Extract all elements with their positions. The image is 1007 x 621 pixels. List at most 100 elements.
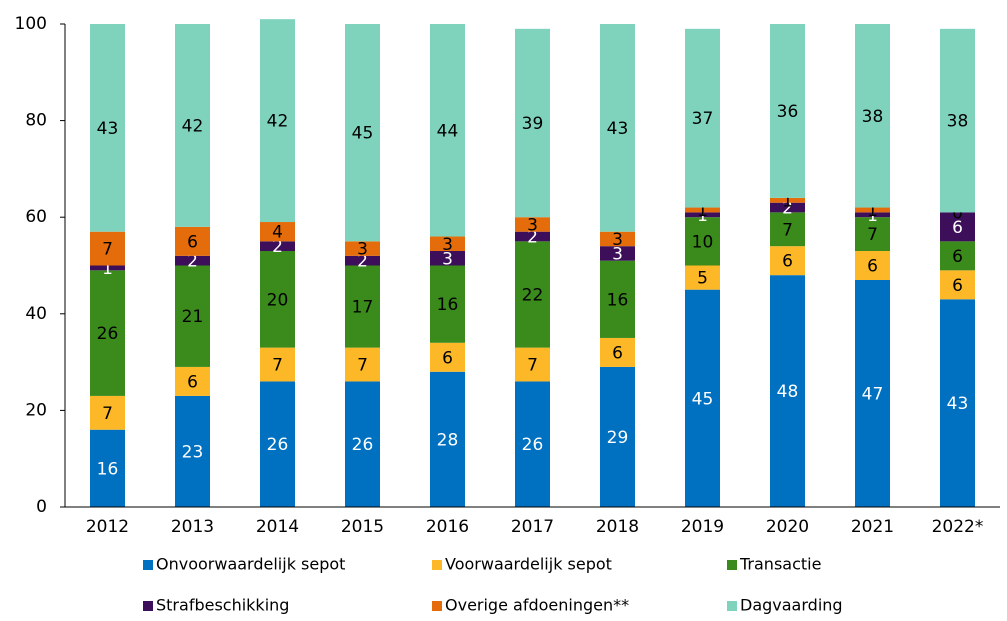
x-tick-label: 2015 [341, 517, 384, 537]
legend-label: Onvoorwaardelijk sepot [156, 555, 345, 574]
bar-segment [685, 289, 720, 507]
bar-segment [770, 202, 805, 213]
data-label: 4 [272, 223, 283, 243]
bar-segment [855, 279, 890, 507]
data-label: 36 [777, 102, 799, 122]
data-label: 3 [442, 235, 453, 255]
data-label: 39 [522, 114, 544, 134]
legend-label: Transactie [739, 555, 821, 574]
data-label: 7 [102, 404, 113, 424]
data-label: 2 [782, 199, 793, 219]
bar-segment [430, 24, 465, 237]
bar-segment [515, 381, 550, 507]
data-label: 3 [612, 244, 623, 264]
data-label: 7 [272, 356, 283, 376]
data-label: 0 [952, 203, 963, 223]
data-label: 1 [782, 191, 793, 211]
legend-swatch [727, 560, 737, 570]
bar-segment [515, 241, 550, 348]
x-tick-label: 2019 [681, 517, 724, 537]
y-tick-label: 100 [15, 14, 47, 34]
data-label: 2 [357, 252, 368, 272]
bar-segment [940, 212, 975, 242]
y-tick-label: 20 [25, 400, 47, 420]
legend-swatch [143, 601, 153, 611]
bar-segment [260, 222, 295, 242]
bar-segment [685, 212, 720, 218]
bar-segment [600, 231, 635, 247]
legend-swatch [143, 560, 153, 570]
bar-segment [940, 270, 975, 300]
data-label: 16 [437, 295, 459, 315]
data-label: 44 [437, 121, 459, 141]
data-label: 38 [862, 107, 884, 127]
bar-segment [430, 265, 465, 343]
bar-segment [90, 265, 125, 271]
data-label: 16 [97, 459, 119, 479]
x-tick-label: 2020 [766, 517, 809, 537]
bar-segment [90, 24, 125, 232]
legend-swatch [727, 601, 737, 611]
bar-segment [600, 246, 635, 261]
data-label: 47 [862, 384, 884, 404]
bar-segment [175, 226, 210, 256]
bar-segment [345, 24, 380, 242]
data-label: 2 [527, 228, 538, 248]
bar-segment [90, 231, 125, 266]
data-label: 1 [697, 201, 708, 221]
bar-segment [175, 395, 210, 507]
bar-segment [175, 366, 210, 396]
data-label: 6 [612, 343, 623, 363]
x-tick-label: 2013 [171, 517, 214, 537]
bar-segment [430, 371, 465, 507]
data-label: 29 [607, 428, 629, 448]
bar-segment [260, 347, 295, 382]
bar-segment [855, 251, 890, 280]
bar-segment [260, 251, 295, 348]
data-label: 45 [692, 389, 714, 409]
bar-segment [515, 231, 550, 242]
data-label: 45 [352, 124, 374, 144]
data-label: 43 [607, 119, 629, 139]
data-label: 26 [352, 435, 374, 455]
x-tick-label: 2017 [511, 517, 554, 537]
legend-label: Voorwaardelijk sepot [445, 555, 612, 574]
data-label: 6 [867, 257, 878, 277]
data-label: 43 [97, 119, 119, 139]
bar-segment [770, 212, 805, 247]
bar-segment [90, 270, 125, 396]
data-label: 6 [442, 348, 453, 368]
bar-segment [770, 246, 805, 276]
bar-segment [345, 255, 380, 266]
data-label: 3 [527, 215, 538, 235]
bar-segment [260, 381, 295, 507]
bar-segment [430, 236, 465, 252]
y-tick-label: 40 [25, 304, 47, 324]
legend-label: Overige afdoeningen** [445, 596, 629, 615]
data-label: 22 [522, 285, 544, 305]
data-label: 38 [947, 112, 969, 132]
data-label: 1 [867, 206, 878, 226]
data-label: 6 [782, 252, 793, 272]
x-tick-label: 2014 [256, 517, 299, 537]
bar-segment [685, 265, 720, 290]
bar-segment [770, 197, 805, 203]
bar-segment [685, 28, 720, 208]
bar-segment [600, 337, 635, 367]
data-label: 7 [867, 225, 878, 245]
data-label: 3 [442, 249, 453, 269]
bar-segment [430, 251, 465, 266]
bar-segment [260, 241, 295, 252]
data-label: 2 [187, 252, 198, 272]
bar-segment [90, 429, 125, 507]
bar-segment [855, 212, 890, 218]
legend-label: Dagvaarding [740, 596, 843, 615]
data-label: 7 [527, 356, 538, 376]
bar-segment [855, 207, 890, 213]
data-label: 37 [692, 109, 714, 129]
bar-segment [515, 217, 550, 232]
bar-segment [940, 28, 975, 213]
data-label: 5 [697, 269, 708, 289]
data-label: 3 [612, 230, 623, 250]
